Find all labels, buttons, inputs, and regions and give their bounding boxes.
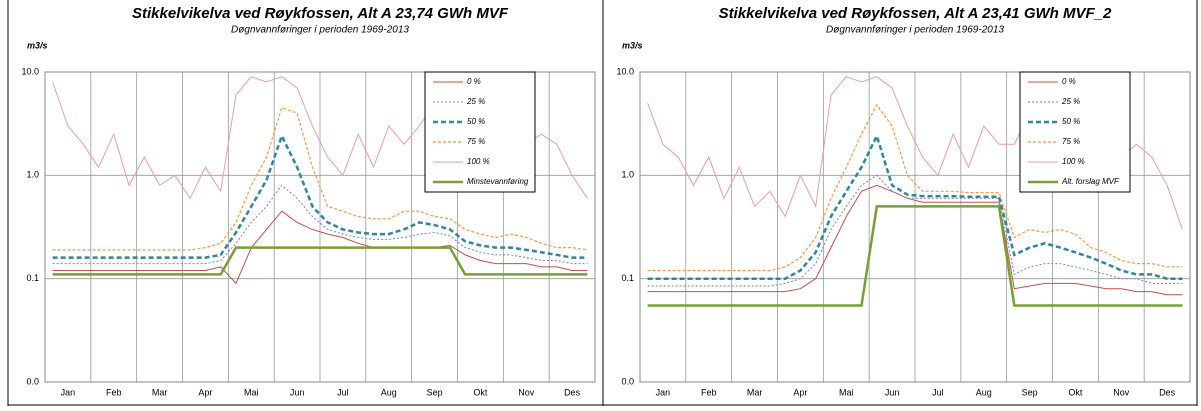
x-tick-label: Jun <box>885 387 900 397</box>
series-line <box>647 132 1183 280</box>
legend-box <box>424 71 536 193</box>
x-tick-label: Nov <box>518 387 535 397</box>
x-tick-label: Feb <box>106 387 122 397</box>
series-line <box>52 107 588 251</box>
x-tick-label: Okt <box>1068 387 1083 397</box>
legend-label: 25 % <box>466 97 485 106</box>
series-line <box>647 205 1183 307</box>
legend-label: 100 % <box>467 157 490 166</box>
plot-border <box>44 71 596 383</box>
x-tick-label: Feb <box>701 387 717 397</box>
series-line <box>52 246 588 276</box>
chart-subtitle: Døgnvannføringer i perioden 1969-2013 <box>231 25 409 36</box>
legend-label: 75 % <box>467 137 485 146</box>
legend-label: Minstevannføring <box>467 177 529 186</box>
series-line <box>647 174 1183 287</box>
x-tick-label: Aug <box>381 387 397 397</box>
chart-title: Stikkelvikelva ved Røykfossen, Alt A 23,… <box>132 5 509 22</box>
x-tick-label: Mar <box>152 387 168 397</box>
legend-label: 25 % <box>1061 97 1080 106</box>
x-tick-label: Sep <box>427 387 443 397</box>
legend-box <box>1019 71 1131 193</box>
x-tick-label: Nov <box>1113 387 1130 397</box>
y-tick-label: 0.0 <box>621 376 634 386</box>
y-tick-label: 0.1 <box>26 273 39 283</box>
series-line <box>52 184 588 265</box>
chart: Stikkelvikelva ved Røykfossen, Alt A 23,… <box>616 5 1191 397</box>
x-tick-label: Jan <box>656 387 671 397</box>
y-tick-label: 10.0 <box>616 66 634 76</box>
x-tick-label: Aug <box>976 387 992 397</box>
x-tick-label: Apr <box>793 387 807 397</box>
series-line <box>647 184 1183 296</box>
y-tick-label: 10.0 <box>21 66 39 76</box>
y-tick-label: 1.0 <box>26 170 39 180</box>
legend-label: 100 % <box>1062 157 1085 166</box>
x-tick-label: Jul <box>337 387 349 397</box>
x-tick-label: Des <box>564 387 581 397</box>
y-tick-label: 0.0 <box>26 376 39 386</box>
x-tick-label: Jun <box>290 387 305 397</box>
legend-label: 75 % <box>1062 137 1080 146</box>
x-tick-label: Apr <box>198 387 212 397</box>
chart-title: Stikkelvikelva ved Røykfossen, Alt A 23,… <box>719 5 1112 22</box>
chart-subtitle: Døgnvannføringer i perioden 1969-2013 <box>826 25 1004 36</box>
x-tick-label: Okt <box>473 387 488 397</box>
legend-label: 50 % <box>467 117 485 126</box>
x-tick-label: Mai <box>839 387 854 397</box>
plot-border <box>639 71 1191 383</box>
x-tick-label: Mar <box>747 387 763 397</box>
series-line <box>52 210 588 285</box>
series-line <box>52 132 588 259</box>
legend-label: 0 % <box>1062 77 1076 86</box>
x-tick-label: Des <box>1159 387 1176 397</box>
legend-label: 0 % <box>467 77 481 86</box>
x-tick-label: Jan <box>61 387 76 397</box>
y-axis-label: m3/s <box>27 40 48 50</box>
series-line <box>647 103 1183 272</box>
x-tick-label: Sep <box>1022 387 1038 397</box>
y-tick-label: 1.0 <box>621 170 634 180</box>
x-tick-label: Jul <box>932 387 944 397</box>
chart: Stikkelvikelva ved Røykfossen, Alt A 23,… <box>21 5 596 397</box>
y-axis-label: m3/s <box>622 40 643 50</box>
y-tick-label: 0.1 <box>621 273 634 283</box>
legend-label: Alt. forslag MVF <box>1061 177 1120 186</box>
x-tick-label: Mai <box>244 387 259 397</box>
legend-label: 50 % <box>1062 117 1080 126</box>
